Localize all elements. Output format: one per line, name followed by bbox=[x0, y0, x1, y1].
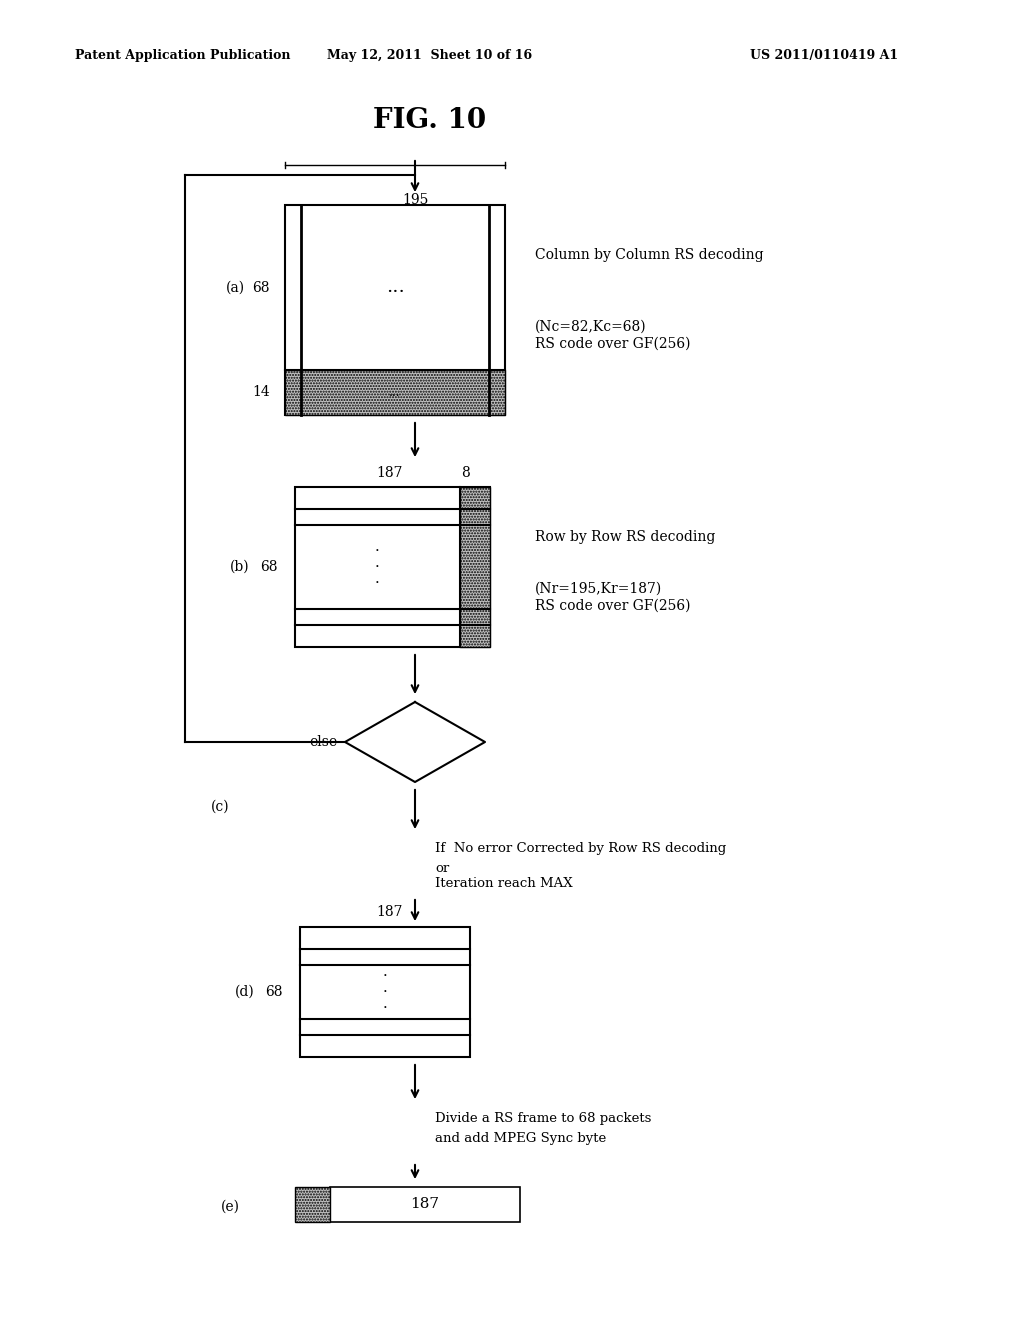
Text: ...: ... bbox=[386, 279, 404, 297]
Bar bbox=[300, 927, 470, 1057]
Bar bbox=[295, 487, 490, 647]
Text: Divide a RS frame to 68 packets: Divide a RS frame to 68 packets bbox=[435, 1111, 651, 1125]
Bar bbox=[295, 1187, 330, 1222]
Text: (a): (a) bbox=[225, 281, 245, 294]
Text: ...: ... bbox=[389, 385, 400, 399]
Bar bbox=[285, 370, 505, 414]
Text: Row by Row RS decoding: Row by Row RS decoding bbox=[535, 531, 716, 544]
Text: (e): (e) bbox=[220, 1200, 240, 1214]
Text: and add MPEG Sync byte: and add MPEG Sync byte bbox=[435, 1133, 606, 1144]
Text: May 12, 2011  Sheet 10 of 16: May 12, 2011 Sheet 10 of 16 bbox=[328, 49, 532, 62]
Text: 68: 68 bbox=[260, 560, 278, 574]
Text: 8: 8 bbox=[461, 466, 469, 480]
Text: US 2011/0110419 A1: US 2011/0110419 A1 bbox=[750, 49, 898, 62]
Text: 68: 68 bbox=[265, 985, 283, 999]
Bar bbox=[285, 205, 505, 414]
Text: (Nr=195,Kr=187)
RS code over GF(256): (Nr=195,Kr=187) RS code over GF(256) bbox=[535, 582, 690, 612]
Text: else: else bbox=[309, 735, 337, 748]
Text: 187: 187 bbox=[411, 1197, 439, 1212]
Bar bbox=[460, 487, 490, 647]
Text: (d): (d) bbox=[236, 985, 255, 999]
Text: 68: 68 bbox=[253, 281, 270, 294]
Text: Patent Application Publication: Patent Application Publication bbox=[75, 49, 291, 62]
Text: (Nc=82,Kc=68)
RS code over GF(256): (Nc=82,Kc=68) RS code over GF(256) bbox=[535, 319, 690, 350]
Text: 187: 187 bbox=[377, 906, 403, 919]
Bar bbox=[330, 1187, 520, 1222]
Text: ·
·
·: · · · bbox=[375, 544, 380, 590]
Text: Iteration reach MAX: Iteration reach MAX bbox=[435, 876, 572, 890]
Text: ·
·
·: · · · bbox=[383, 969, 387, 1015]
Text: Column by Column RS decoding: Column by Column RS decoding bbox=[535, 248, 764, 261]
Text: (b): (b) bbox=[230, 560, 250, 574]
Text: FIG. 10: FIG. 10 bbox=[374, 107, 486, 133]
Text: or: or bbox=[435, 862, 450, 875]
Text: 14: 14 bbox=[252, 385, 270, 400]
Text: 195: 195 bbox=[401, 193, 428, 207]
Text: (c): (c) bbox=[211, 800, 229, 814]
Text: If  No error Corrected by Row RS decoding: If No error Corrected by Row RS decoding bbox=[435, 842, 726, 855]
Text: 187: 187 bbox=[377, 466, 403, 480]
